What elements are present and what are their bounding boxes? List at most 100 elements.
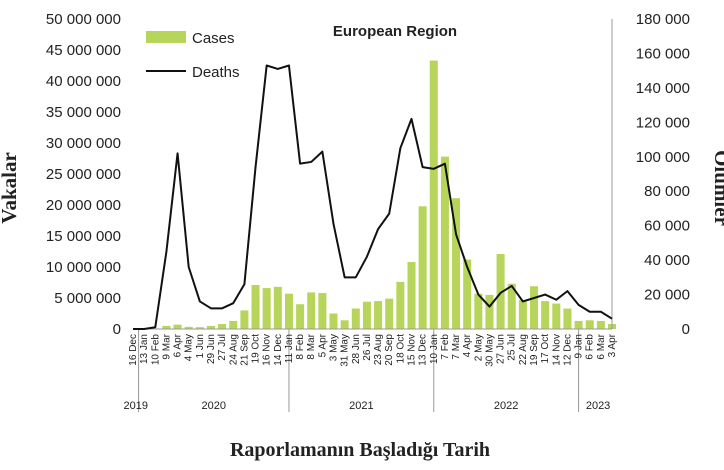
x-tick-43: 3 Apr [607,333,618,357]
cases-bar-13 [285,294,293,329]
right-y-tick-2: 40 000 [644,252,690,269]
x-tick-30: 4 Apr [462,333,473,357]
x-tick-28: 7 Feb [440,334,451,360]
x-tick-35: 22 Aug [518,334,529,365]
x-tick-23: 20 Sep [384,334,395,366]
year-label-2022: 2022 [494,400,518,412]
year-label-2021: 2021 [349,400,373,412]
cases-bar-11 [263,288,271,329]
x-tick-41: 6 Feb [585,334,596,360]
right-y-tick-6: 120 000 [636,114,690,131]
x-tick-1: 13 Jan [139,334,150,364]
cases-bar-26 [430,61,438,329]
x-tick-24: 18 Oct [395,334,406,364]
x-tick-4: 6 Apr [173,333,184,357]
cases-bar-3 [174,325,182,329]
x-tick-20: 28 Jun [351,334,362,364]
left-y-tick-6: 30 000 000 [46,135,121,152]
x-tick-29: 7 Mar [451,333,462,359]
x-tick-38: 14 Nov [551,334,562,366]
cases-bar-29 [463,260,471,329]
x-tick-19: 31 May [340,334,351,367]
chart-title: European Region [333,23,457,40]
x-tick-3: 9 Mar [161,333,172,359]
cases-bar-14 [296,304,304,329]
cases-bar-34 [519,300,527,329]
cases-bar-15 [307,292,315,329]
left-y-tick-4: 20 000 000 [46,197,121,214]
left-y-tick-10: 50 000 000 [46,11,121,28]
x-tick-40: 9 Jan [574,334,585,358]
cases-bar-24 [407,262,415,329]
x-tick-5: 4 May [184,334,195,361]
cases-bar-37 [552,304,560,329]
x-tick-32: 30 May [484,334,495,367]
cases-bars [140,61,616,329]
legend-cases-label: Cases [192,30,235,47]
deaths-line [133,66,612,330]
cases-bar-31 [485,295,493,329]
x-tick-37: 17 Oct [540,334,551,364]
x-tick-2: 10 Feb [150,334,161,366]
x-tick-25: 15 Nov [406,334,417,366]
x-tick-33: 27 Jun [496,334,507,364]
deaths-line-group [133,66,612,330]
x-tick-8: 27 Jul [217,334,228,361]
x-tick-15: 8 Feb [295,334,306,360]
right-y-tick-3: 60 000 [644,218,690,235]
x-tick-26: 13 Dec [418,334,429,366]
x-axis-title: Raporlamanın Başladığı Tarih [230,439,490,461]
right-axis-title: Ölümler [710,150,724,226]
x-tick-39: 12 Dec [562,334,573,366]
right-y-tick-7: 140 000 [636,80,690,97]
x-tick-12: 16 Nov [262,334,273,366]
right-y-tick-4: 80 000 [644,183,690,200]
x-tick-14: 11 Jan [284,334,295,363]
year-label-2023: 2023 [586,400,610,412]
x-tick-18: 3 May [329,334,340,361]
x-tick-0: 16 Dec [128,334,139,366]
x-tick-11: 19 Oct [251,334,262,364]
x-tick-21: 26 Jul [362,334,373,361]
left-y-tick-9: 45 000 000 [46,42,121,59]
left-y-tick-7: 35 000 000 [46,104,121,121]
cases-bar-25 [419,206,427,329]
x-tick-31: 2 May [473,334,484,361]
cases-bar-40 [586,320,594,329]
cases-bar-8 [229,321,237,329]
cases-bar-20 [363,302,371,329]
x-tick-27: 10 Jan [429,334,440,364]
cases-bar-7 [218,324,226,329]
legend-cases-swatch [146,31,186,43]
x-tick-17: 5 Apr [317,333,328,357]
cases-bar-39 [575,321,583,329]
left-y-tick-2: 10 000 000 [46,259,121,276]
legend-deaths-label: Deaths [192,64,240,81]
right-y-tick-9: 180 000 [636,11,690,28]
cases-bar-35 [530,286,538,329]
x-tick-7: 29 Jun [206,334,217,364]
x-tick-42: 6 Mar [596,333,607,359]
x-tick-9: 24 Aug [228,334,239,365]
left-y-tick-5: 25 000 000 [46,166,121,183]
cases-bar-22 [385,299,393,329]
left-y-tick-0: 0 [113,321,121,338]
cases-bar-38 [563,309,571,329]
cases-bar-9 [240,310,248,329]
right-y-tick-1: 20 000 [644,287,690,304]
x-tick-22: 23 Aug [373,334,384,365]
year-label-2020: 2020 [202,400,226,412]
cases-bar-17 [330,314,338,330]
x-tick-10: 21 Sep [239,334,250,366]
x-tick-16: 8 Mar [306,333,317,359]
right-y-tick-0: 0 [682,321,690,338]
x-tick-13: 14 Dec [273,334,284,366]
year-label-2019: 2019 [124,400,148,412]
left-y-tick-1: 5 000 000 [54,290,121,307]
cases-bar-12 [274,287,282,329]
cases-bar-21 [374,301,382,329]
